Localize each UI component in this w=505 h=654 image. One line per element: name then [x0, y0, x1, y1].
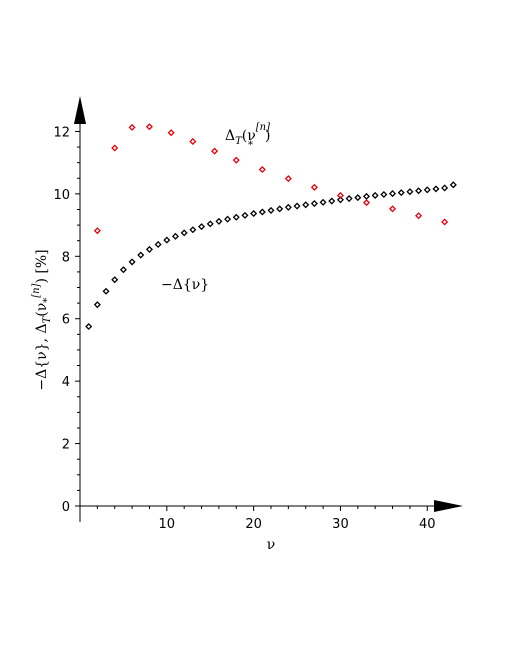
x-tick-label: 40 — [419, 517, 436, 532]
red-series-point — [189, 137, 197, 145]
black-series-point — [180, 229, 188, 237]
x-tick-label: 20 — [245, 517, 262, 532]
black-series-point — [415, 187, 423, 195]
black-series-point — [215, 217, 223, 225]
y-tick-label: 12 — [53, 125, 70, 140]
black-series-point — [145, 245, 153, 253]
black-series-point — [198, 223, 206, 231]
red-series-point — [167, 129, 175, 137]
y-tick-label: 4 — [62, 375, 70, 390]
x-axis-arrow — [434, 500, 463, 512]
black-series-point — [423, 186, 431, 194]
black-series-point — [406, 188, 414, 196]
black-series-point — [302, 201, 310, 209]
x-tick-label: 30 — [332, 517, 349, 532]
black-series-point — [189, 226, 197, 234]
black-series-point — [128, 258, 136, 266]
y-tick-label: 0 — [62, 500, 70, 515]
black-series-point — [163, 236, 171, 244]
red-series-point — [145, 123, 153, 131]
black-series-point — [111, 276, 119, 284]
black-series-point — [171, 232, 180, 240]
black-series-point — [206, 220, 214, 228]
black-series-point — [319, 198, 327, 206]
red-series-point — [111, 144, 119, 152]
black-series-point — [119, 266, 127, 274]
black-series-point — [267, 206, 275, 214]
y-axis-label: −Δ{ν}, ΔT(ν*[n]) [%] — [31, 249, 53, 390]
red-series-point — [211, 147, 219, 155]
x-axis-label: ν — [267, 537, 276, 553]
black-series-point — [250, 210, 258, 218]
black-series-point — [276, 205, 284, 213]
black-series-point — [380, 190, 388, 199]
black-series-point — [432, 185, 440, 193]
axes — [74, 96, 463, 522]
black-series-point — [354, 194, 362, 202]
black-series-point — [154, 240, 162, 248]
red-series-point — [362, 199, 371, 207]
y-tick-label: 6 — [62, 313, 70, 328]
black-series-point — [224, 215, 232, 223]
black-series-point — [449, 181, 457, 189]
black-series-point — [93, 301, 101, 309]
red-series-point — [232, 156, 240, 164]
black-series-point — [232, 213, 240, 221]
red-series-point — [336, 191, 344, 199]
black-series-point — [258, 208, 266, 216]
y-axis-arrow — [74, 96, 86, 124]
red-series-point — [93, 227, 101, 235]
black-series-point — [371, 191, 379, 199]
red-series-point — [389, 205, 397, 213]
series-label-black: −Δ{ν} — [161, 277, 209, 293]
black-series-point — [284, 203, 292, 211]
black-series-point — [328, 197, 336, 205]
black-series-point — [293, 202, 301, 210]
x-tick-label: 10 — [159, 517, 176, 532]
red-series-point — [284, 175, 292, 183]
black-series-point — [389, 190, 397, 198]
black-series-point — [345, 195, 353, 203]
y-tick-label: 8 — [62, 250, 70, 265]
red-series-point — [415, 212, 423, 220]
red-series-point — [258, 166, 266, 174]
red-series-point — [128, 123, 136, 131]
black-series-point — [336, 196, 344, 204]
red-series-point — [310, 183, 318, 191]
red-series-point — [441, 218, 449, 226]
series-label-red: ΔT(ν[n] *) — [225, 122, 271, 151]
black-series-point — [362, 192, 371, 200]
black-series-point — [241, 211, 249, 219]
black-series-point — [102, 287, 110, 295]
y-tick-label: 10 — [53, 188, 70, 203]
data-points — [85, 123, 457, 331]
black-series-point — [397, 189, 405, 197]
ticks: 10 20 30 40 0 2 4 6 8 10 12 — [53, 115, 446, 532]
black-series-point — [85, 323, 93, 331]
black-series-point — [137, 251, 145, 259]
black-series-point — [310, 200, 318, 208]
y-tick-label: 2 — [62, 438, 70, 453]
black-series-point — [441, 184, 449, 192]
